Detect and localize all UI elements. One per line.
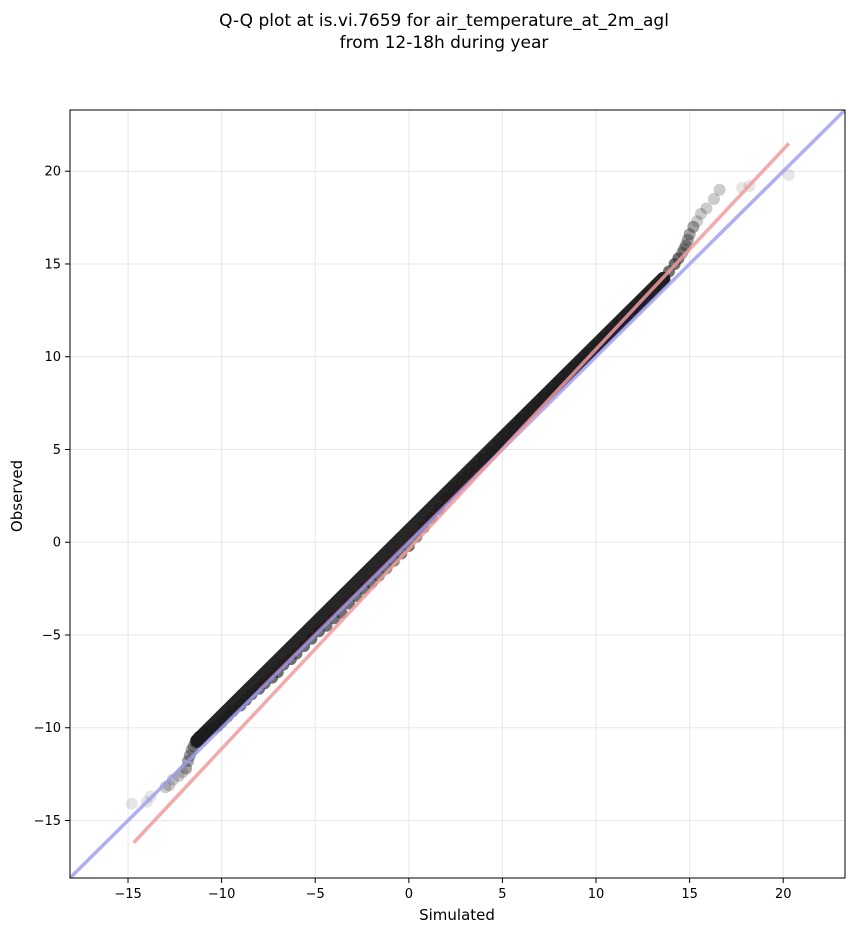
y-tick-label-7: 20	[44, 165, 61, 180]
data-point-96	[713, 183, 726, 196]
data-point-94	[700, 202, 713, 215]
x-axis-label: Simulated	[419, 906, 495, 924]
y-axis-ticks: −15 −10 −5 0 5 10 15 20	[34, 165, 70, 829]
x-tick-label-6: 15	[681, 887, 698, 902]
dense-points-core	[190, 271, 671, 748]
data-point-99	[782, 168, 795, 181]
y-tick-label-5: 10	[44, 350, 61, 365]
data-point-89	[681, 233, 694, 246]
x-tick-label-5: 10	[588, 887, 605, 902]
y-tick-label-2: −5	[42, 628, 61, 643]
y-axis-label: Observed	[8, 460, 26, 532]
y-tick-label-6: 15	[44, 257, 61, 272]
y-tick-label-4: 5	[53, 443, 61, 458]
data-point-85	[672, 252, 685, 265]
x-tick-label-0: −15	[114, 887, 141, 902]
x-tick-label-2: −5	[306, 887, 325, 902]
x-tick-label-3: 0	[405, 887, 413, 902]
data-point-90	[683, 228, 696, 241]
chart-title-line-2: from 12-18h during year	[340, 33, 549, 53]
x-tick-label-1: −10	[208, 887, 235, 902]
x-axis-ticks: −15 −10 −5 0 5 10 15 20	[114, 878, 791, 902]
data-point-93	[694, 207, 707, 220]
data-point-91	[687, 220, 700, 233]
y-tick-label-3: 0	[53, 536, 61, 551]
data-point-92	[691, 215, 704, 228]
y-tick-label-0: −15	[34, 814, 61, 829]
x-tick-label-4: 5	[498, 887, 506, 902]
data-point-0	[125, 797, 138, 810]
data-point-95	[707, 193, 720, 206]
identity-line	[70, 110, 845, 878]
x-tick-label-7: 20	[775, 887, 792, 902]
y-tick-label-1: −10	[34, 721, 61, 736]
regression-fit-line	[132, 142, 791, 844]
grid-lines	[70, 110, 845, 878]
plot-frame	[69, 109, 846, 879]
chart-title-line-1: Q-Q plot at is.vi.7659 for air_temperatu…	[219, 11, 669, 31]
